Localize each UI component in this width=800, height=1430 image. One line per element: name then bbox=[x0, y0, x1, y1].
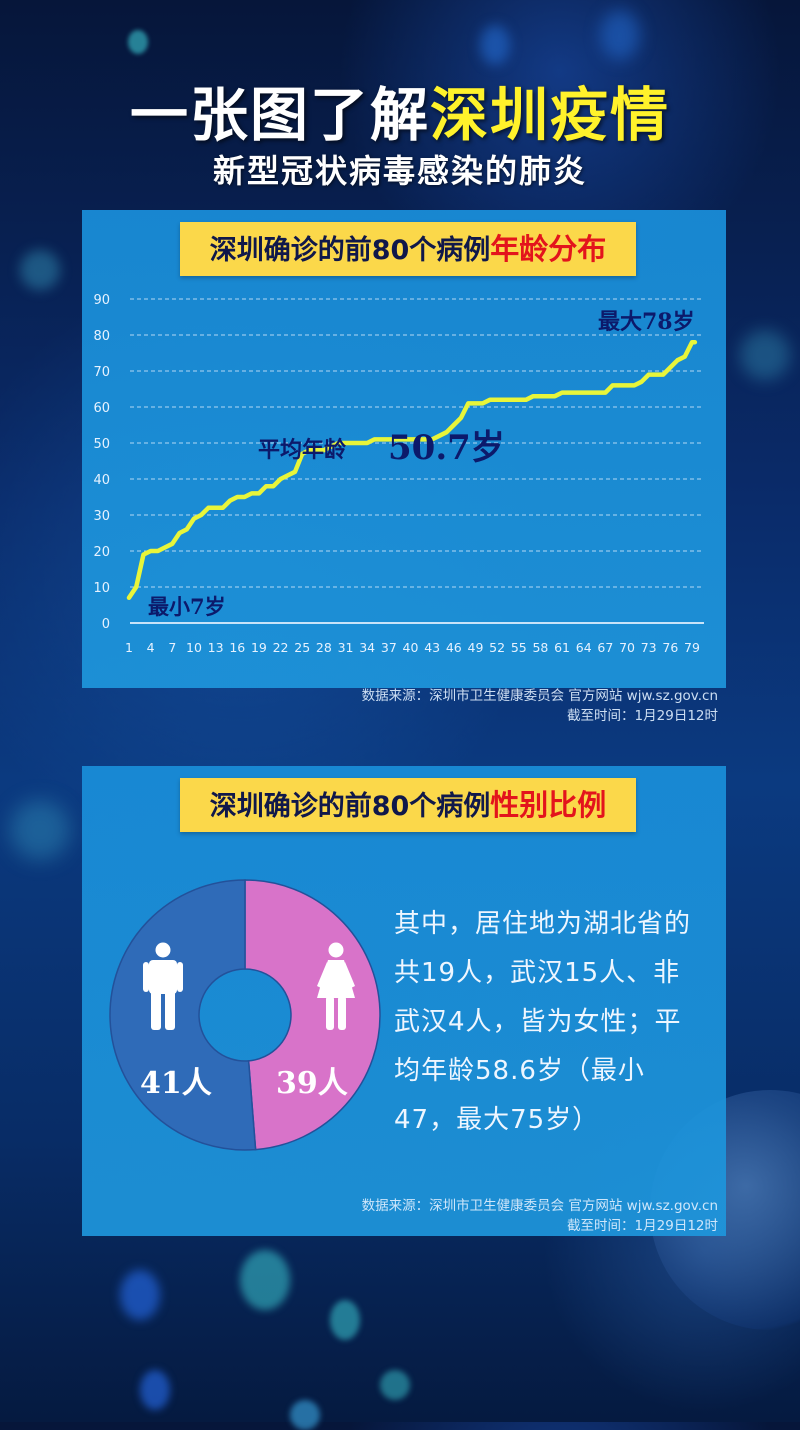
age-panel-title: 深圳确诊的前80个病例年龄分布 bbox=[180, 222, 636, 276]
x-tick-label: 76 bbox=[662, 640, 678, 655]
age-panel-title-prefix: 深圳确诊的前80个病例 bbox=[209, 235, 491, 266]
age-source-time: 截至时间：1月29日12时 bbox=[567, 708, 718, 724]
x-tick-label: 37 bbox=[381, 640, 397, 655]
x-tick-label: 64 bbox=[576, 640, 592, 655]
gender-donut-chart bbox=[109, 879, 381, 1151]
male-slice bbox=[109, 879, 257, 1151]
gender-source-line: 数据来源：深圳市卫生健康委员会 官方网站 wjw.sz.gov.cn bbox=[361, 1198, 718, 1214]
background-bokeh bbox=[10, 800, 70, 860]
background-bokeh bbox=[480, 25, 510, 65]
female-count-label: 39人 bbox=[276, 1066, 348, 1101]
age-source-line: 数据来源：深圳市卫生健康委员会 官方网站 wjw.sz.gov.cn bbox=[361, 688, 718, 704]
gender-data-source: 数据来源：深圳市卫生健康委员会 官方网站 wjw.sz.gov.cn 截至时间：… bbox=[362, 1196, 718, 1236]
x-tick-label: 7 bbox=[168, 640, 176, 655]
x-tick-label: 70 bbox=[619, 640, 635, 655]
x-tick-label: 43 bbox=[424, 640, 440, 655]
x-tick-label: 52 bbox=[489, 640, 505, 655]
x-tick-label: 10 bbox=[186, 640, 202, 655]
background-bokeh bbox=[120, 1270, 160, 1320]
x-tick-label: 4 bbox=[147, 640, 155, 655]
x-tick-label: 40 bbox=[403, 640, 419, 655]
y-tick-label: 30 bbox=[93, 509, 110, 524]
x-tick-label: 55 bbox=[511, 640, 527, 655]
gender-panel-title-emphasis: 性别比例 bbox=[490, 788, 607, 822]
y-tick-label: 40 bbox=[93, 473, 110, 488]
age-line-chart: 0 10 20 30 40 50 60 70 80 90 1 4 7 10 13 16 19 22 25 28 31 34… bbox=[93, 293, 704, 655]
x-tick-label: 1 bbox=[125, 640, 133, 655]
x-tick-label: 79 bbox=[684, 640, 700, 655]
y-tick-label: 60 bbox=[93, 401, 110, 416]
avg-age-value: 50.7岁 bbox=[388, 428, 505, 468]
hubei-description: 其中，居住地为湖北省的共19人，武汉15人、非武汉4人，皆为女性；平均年龄58.… bbox=[394, 909, 692, 1135]
gender-source-time: 截至时间：1月29日12时 bbox=[567, 1218, 718, 1234]
age-line-series bbox=[126, 339, 698, 601]
background-bokeh bbox=[380, 1370, 410, 1400]
title-highlight: 深圳疫情 bbox=[430, 81, 671, 149]
x-tick-label: 67 bbox=[597, 640, 613, 655]
background-bokeh bbox=[290, 1400, 320, 1430]
male-count-label: 41人 bbox=[140, 1066, 212, 1101]
y-tick-label: 80 bbox=[93, 329, 110, 344]
x-tick-label: 46 bbox=[446, 640, 462, 655]
y-tick-label: 20 bbox=[93, 545, 110, 560]
x-tick-label: 73 bbox=[641, 640, 657, 655]
x-tick-label: 61 bbox=[554, 640, 570, 655]
y-tick-label: 10 bbox=[93, 581, 110, 596]
background-bokeh bbox=[740, 330, 790, 380]
x-tick-label: 34 bbox=[359, 640, 375, 655]
x-tick-label: 22 bbox=[273, 640, 289, 655]
max-age-annotation: 最大78岁 bbox=[598, 309, 695, 335]
background-bokeh bbox=[140, 1370, 170, 1410]
page-title: 一张图了解深圳疫情 bbox=[0, 68, 800, 152]
age-panel-title-emphasis: 年龄分布 bbox=[490, 232, 607, 266]
x-tick-label: 49 bbox=[468, 640, 484, 655]
background-bokeh bbox=[330, 1300, 360, 1340]
x-tick-label: 28 bbox=[316, 640, 332, 655]
title-prefix: 一张图了解 bbox=[129, 81, 430, 149]
female-icon bbox=[317, 942, 355, 1030]
gender-panel-title: 深圳确诊的前80个病例性别比例 bbox=[180, 778, 636, 832]
gender-panel-title-prefix: 深圳确诊的前80个病例 bbox=[209, 791, 491, 822]
age-data-source: 数据来源：深圳市卫生健康委员会 官方网站 wjw.sz.gov.cn 截至时间：… bbox=[362, 686, 718, 726]
age-distribution-panel: 深圳确诊的前80个病例年龄分布 0 10 20 30 40 50 60 70 80 90 1 4 7 10… bbox=[82, 210, 726, 724]
x-tick-label: 19 bbox=[251, 640, 267, 655]
y-tick-label: 90 bbox=[93, 293, 110, 308]
background-bokeh bbox=[600, 10, 640, 60]
page-subtitle: 新型冠状病毒感染的肺炎 bbox=[212, 152, 587, 190]
x-tick-label: 13 bbox=[208, 640, 224, 655]
background-bokeh bbox=[240, 1250, 290, 1310]
min-age-annotation: 最小7岁 bbox=[148, 594, 226, 619]
x-tick-label: 16 bbox=[229, 640, 245, 655]
male-icon bbox=[143, 942, 183, 1030]
y-tick-label: 50 bbox=[93, 437, 110, 452]
x-tick-label: 58 bbox=[532, 640, 548, 655]
female-slice bbox=[244, 879, 381, 1151]
avg-age-label: 平均年龄 bbox=[258, 437, 347, 463]
x-tick-label: 31 bbox=[338, 640, 354, 655]
y-tick-label: 70 bbox=[93, 365, 110, 380]
y-tick-label: 0 bbox=[102, 617, 110, 632]
x-tick-label: 25 bbox=[294, 640, 310, 655]
background-bokeh bbox=[20, 250, 60, 290]
background-bokeh bbox=[128, 30, 148, 54]
